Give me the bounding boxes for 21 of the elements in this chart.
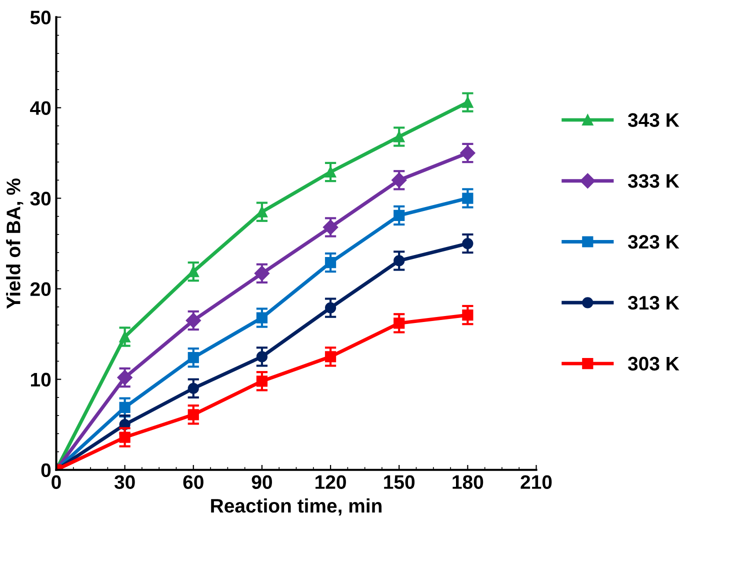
y-tick-label: 10 (30, 372, 51, 387)
y-tick-label: 0 (41, 463, 51, 478)
x-tick-label: 180 (452, 475, 484, 490)
y-tick-label: 30 (30, 192, 51, 206)
y-tick-label: 20 (30, 282, 51, 296)
y-tick-label: 40 (30, 101, 51, 115)
legend-label: 343 K (628, 113, 680, 127)
x-tick-label: 30 (114, 475, 135, 490)
legend-label: 323 K (628, 234, 680, 249)
x-tick-label: 150 (384, 475, 415, 490)
y-tick-label: 50 (30, 10, 51, 24)
x-tick-label: 0 (52, 475, 61, 490)
legend-label: 303 K (628, 356, 680, 371)
legend-label: 313 K (628, 296, 680, 310)
x-tick-label: 60 (183, 475, 204, 490)
y-axis-title: Yield of BA, % (6, 178, 24, 309)
x-tick-label: 90 (252, 475, 272, 490)
x-axis-title: Reaction time, min (211, 498, 382, 516)
x-tick-label: 120 (316, 475, 346, 490)
x-tick-label: 210 (520, 475, 552, 490)
legend-label: 333 K (628, 174, 680, 188)
